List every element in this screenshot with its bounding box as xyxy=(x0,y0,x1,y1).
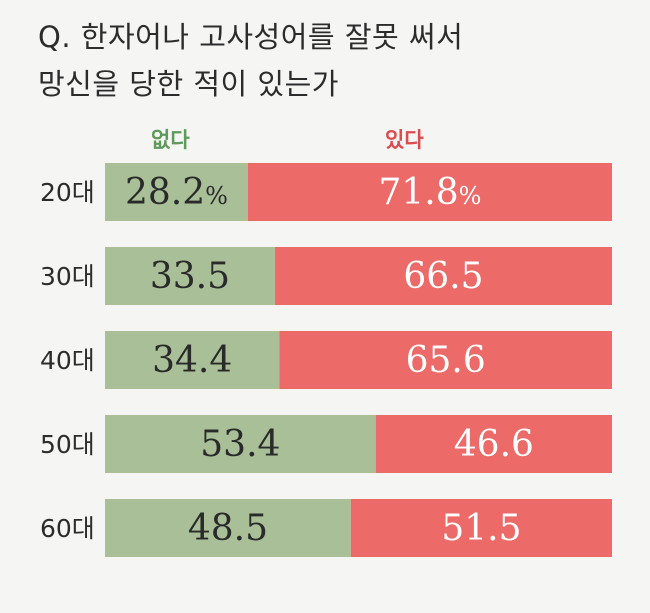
category-label: 20대 xyxy=(40,178,95,207)
data-label: 51.5 xyxy=(441,508,521,549)
data-label: 33.5 xyxy=(150,256,230,297)
data-label: 46.6 xyxy=(454,424,534,465)
title-line-2: 망신을 당한 적이 있는가 xyxy=(38,67,339,101)
bar-segment-yes xyxy=(274,247,612,305)
data-label: 53.4 xyxy=(200,424,280,465)
legend-label-no: 없다 xyxy=(151,128,190,152)
bar-segment-yes xyxy=(247,163,612,221)
data-label: 66.5 xyxy=(403,256,483,297)
bar-segment-yes xyxy=(375,415,612,473)
data-label: 65.6 xyxy=(406,340,486,381)
bar-segment-yes xyxy=(279,331,612,389)
bar-segment-no xyxy=(105,499,351,557)
data-label: 48.5 xyxy=(188,508,268,549)
bar-segment-no xyxy=(105,331,280,389)
category-label: 40대 xyxy=(40,346,95,375)
bar-segment-no xyxy=(105,415,376,473)
bar-segment-no xyxy=(105,247,275,305)
title-line-1: Q. 한자어나 고사성어를 잘못 써서 xyxy=(38,20,464,54)
legend-label-yes: 있다 xyxy=(385,128,424,152)
bar-segment-yes xyxy=(350,499,612,557)
data-label: 34.4 xyxy=(152,340,232,381)
category-label: 50대 xyxy=(40,430,95,459)
bar-segment-no xyxy=(105,163,248,221)
category-label: 30대 xyxy=(40,262,95,291)
chart-title: Q. 한자어나 고사성어를 잘못 써서 망신을 당한 적이 있는가 xyxy=(38,14,618,108)
category-label: 60대 xyxy=(40,514,95,543)
data-label: 28.2% xyxy=(125,172,228,213)
